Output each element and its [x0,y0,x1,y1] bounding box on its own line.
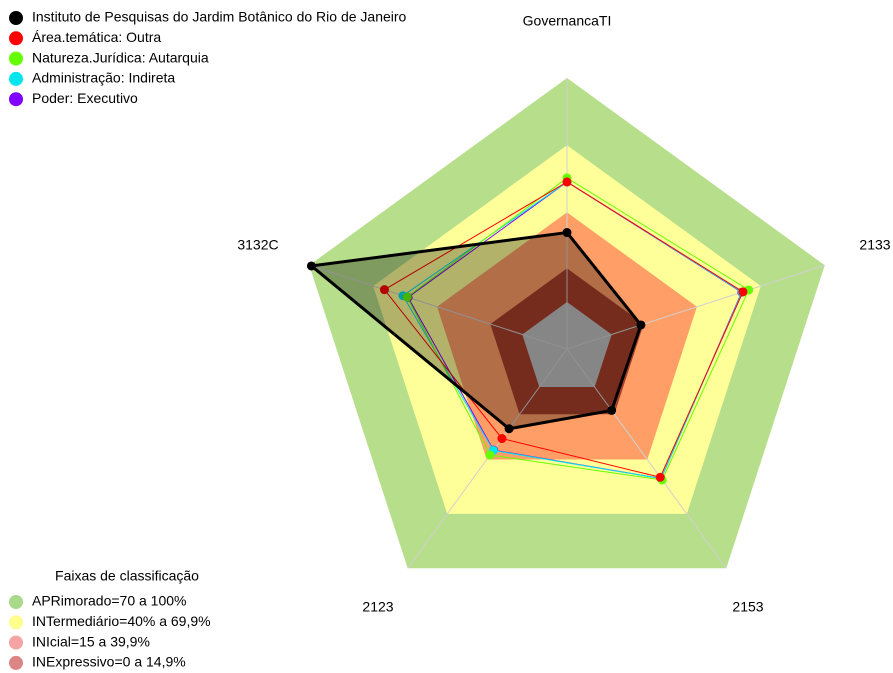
data-point [504,424,514,434]
data-point [562,177,572,187]
band-legend-label: INExpressivo=0 a 14,9% [32,654,186,670]
legend-label: Área.temática: Outra [32,29,161,45]
data-point [402,292,412,302]
band-legend-label: INIcial=15 a 39,9% [32,633,150,649]
band-legend-swatch [9,635,23,650]
series-line [406,177,750,481]
bands-legend-title: Faixas de classificação [55,568,199,584]
legend-label: Instituto de Pesquisas do Jardim Botânic… [32,9,407,25]
data-point [379,285,389,295]
axis-label: 2153 [732,599,763,615]
legend-swatch [9,92,23,107]
legend-label: Administração: Indireta [32,70,175,86]
spoke [566,264,825,350]
band-legend-swatch [9,595,23,609]
data-point [562,228,572,238]
data-point [485,450,495,460]
legend-label: Poder: Executivo [32,90,138,106]
spoke [309,264,568,350]
legend-swatch [9,31,23,46]
band-legend-swatch [9,655,23,670]
legend-swatch [9,71,23,86]
legend-label: Natureza.Jurídica: Autarquia [32,49,209,65]
data-point [306,261,316,271]
data-point [497,434,507,444]
data-point [607,405,617,415]
axis-label: GovernancaTI [523,13,612,29]
legend-swatch [9,11,23,25]
series-line [383,181,744,478]
legend-swatch [9,51,23,66]
band-legend-label: INTermediário=40% a 69,9% [32,613,211,629]
data-point [636,320,646,330]
axis-label: 3132C [237,237,278,253]
series-line [402,181,743,480]
data-point [655,472,665,482]
band-legend-swatch [9,615,23,630]
data-point [738,287,748,297]
spoke [566,348,727,569]
series-line [307,230,643,431]
axis-label: 2133 [859,237,890,253]
axis-label: 2123 [362,599,393,615]
band-legend-label: APRimorado=70 a 100% [32,593,187,609]
